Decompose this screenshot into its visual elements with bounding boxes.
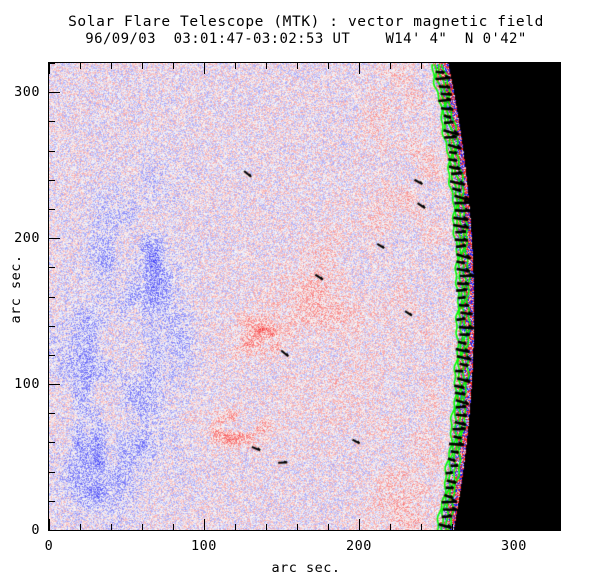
x-tick-220 [390, 524, 391, 530]
y-tick-140 [49, 326, 55, 327]
x-tick-120 [235, 524, 236, 530]
y-tick-100 [49, 384, 60, 385]
y-tick-right-120 [554, 355, 560, 356]
y-tick-20 [49, 501, 55, 502]
y-tick-right-40 [554, 472, 560, 473]
y-tick-60 [49, 442, 55, 443]
x-tick-top-80 [173, 63, 174, 69]
y-tick-260 [49, 151, 55, 152]
y-tick-right-180 [554, 267, 560, 268]
y-tick-right-20 [554, 501, 560, 502]
y-tick-right-240 [554, 180, 560, 181]
x-tick-40 [111, 524, 112, 530]
figure-title: Solar Flare Telescope (MTK) : vector mag… [0, 14, 612, 48]
x-tick-100 [204, 519, 205, 530]
x-tick-label-200: 200 [346, 538, 372, 554]
x-tick-top-160 [297, 63, 298, 69]
title-line-1: Solar Flare Telescope (MTK) : vector mag… [68, 14, 544, 30]
y-tick-right-140 [554, 326, 560, 327]
x-tick-180 [328, 524, 329, 530]
magnetogram-image [49, 63, 560, 530]
y-tick-right-160 [554, 297, 560, 298]
y-tick-320 [49, 63, 55, 64]
x-tick-top-0 [49, 63, 50, 74]
y-tick-label-200: 200 [14, 230, 40, 246]
y-tick-right-220 [554, 209, 560, 210]
x-tick-0 [49, 519, 50, 530]
x-tick-top-280 [483, 63, 484, 69]
x-tick-label-100: 100 [191, 538, 217, 554]
x-tick-label-300: 300 [501, 538, 527, 554]
y-tick-40 [49, 472, 55, 473]
x-axis-label: arc sec. [271, 560, 341, 576]
title-line-2: 96/09/03 03:01:47-03:02:53 UT W14' 4" N … [85, 31, 527, 47]
x-tick-top-260 [452, 63, 453, 69]
y-tick-label-300: 300 [14, 84, 40, 100]
y-tick-right-80 [554, 413, 560, 414]
x-tick-60 [142, 524, 143, 530]
y-tick-160 [49, 297, 55, 298]
y-tick-right-0 [549, 530, 560, 531]
y-tick-right-100 [549, 384, 560, 385]
x-tick-top-240 [421, 63, 422, 69]
x-tick-20 [80, 524, 81, 530]
x-tick-200 [359, 519, 360, 530]
x-tick-320 [545, 524, 546, 530]
y-tick-300 [49, 92, 60, 93]
y-tick-label-100: 100 [14, 376, 40, 392]
x-tick-280 [483, 524, 484, 530]
y-tick-right-200 [549, 238, 560, 239]
x-tick-80 [173, 524, 174, 530]
y-tick-right-60 [554, 442, 560, 443]
y-tick-0 [49, 530, 60, 531]
x-tick-140 [266, 524, 267, 530]
x-tick-300 [514, 519, 515, 530]
x-tick-160 [297, 524, 298, 530]
y-tick-120 [49, 355, 55, 356]
y-tick-180 [49, 267, 55, 268]
y-tick-80 [49, 413, 55, 414]
x-tick-top-60 [142, 63, 143, 69]
x-tick-240 [421, 524, 422, 530]
x-tick-top-120 [235, 63, 236, 69]
y-tick-right-300 [549, 92, 560, 93]
x-tick-top-180 [328, 63, 329, 69]
x-tick-top-140 [266, 63, 267, 69]
x-tick-top-40 [111, 63, 112, 69]
y-tick-right-260 [554, 151, 560, 152]
x-tick-top-200 [359, 63, 360, 74]
y-axis-label: arc sec. [8, 254, 24, 324]
x-tick-top-20 [80, 63, 81, 69]
y-tick-right-280 [554, 121, 560, 122]
x-tick-top-320 [545, 63, 546, 69]
x-tick-label-0: 0 [44, 538, 54, 554]
plot-area [48, 62, 561, 531]
y-tick-280 [49, 121, 55, 122]
x-tick-260 [452, 524, 453, 530]
y-tick-220 [49, 209, 55, 210]
y-tick-240 [49, 180, 55, 181]
y-tick-200 [49, 238, 60, 239]
y-tick-label-0: 0 [31, 522, 40, 538]
x-tick-top-300 [514, 63, 515, 74]
y-tick-right-320 [554, 63, 560, 64]
x-tick-top-220 [390, 63, 391, 69]
x-tick-top-100 [204, 63, 205, 74]
